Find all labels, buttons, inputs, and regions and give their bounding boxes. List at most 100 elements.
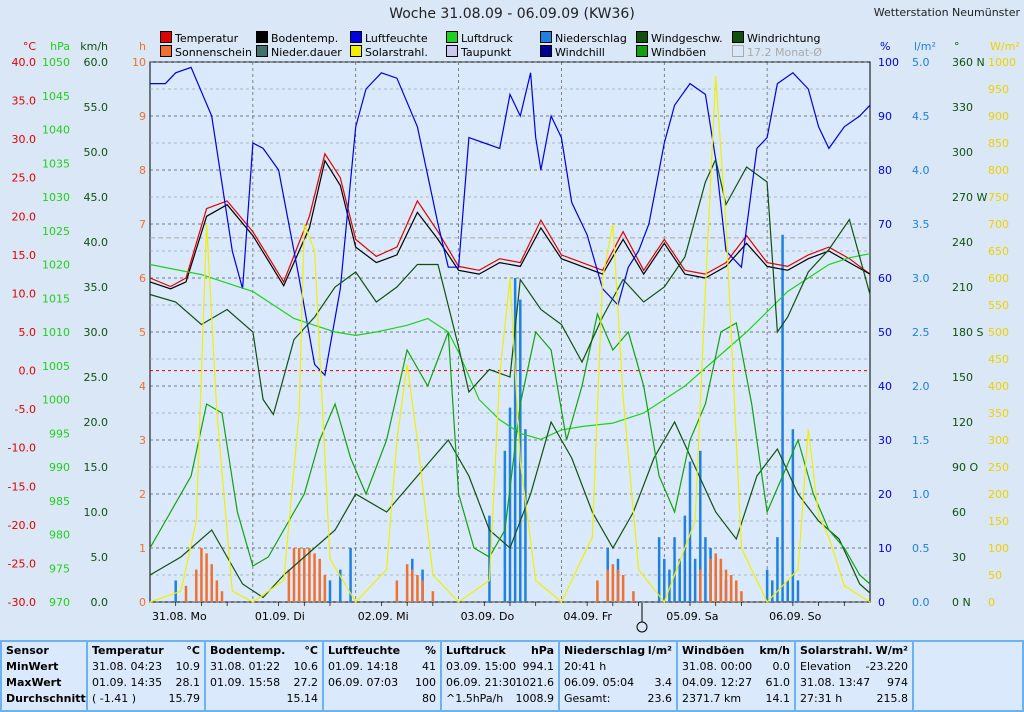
axis-tick-label: 0 [878,596,885,609]
bar-Niederschlag [673,537,676,602]
axis-tick-label: 950 [988,83,1009,96]
bar-Sonnenschein [287,569,291,602]
bar-Niederschlag [657,537,661,602]
axis-tick-label: 30.0 [12,133,37,146]
legend-item: Windböen [636,45,706,59]
bar-Sonnenschein [714,553,717,602]
axis-tick-label: -15.0 [8,480,36,493]
stats-cell-label: 31.08. 13:47 [800,676,871,689]
stats-cell-value: 80 [422,692,436,705]
axis-tick-label: 50 [878,326,892,339]
axis-tick-label: 0 [139,596,146,609]
axis-tick-label: 60.0 [84,56,109,69]
axis-tick-label: 0.5 [912,542,930,555]
axis-tick-label: 100 [988,542,1009,555]
legend-label: Windgeschw. [651,32,723,45]
axis-tick-label: 50.0 [84,146,109,159]
bar-Niederschlag [508,407,512,602]
legend-label: Windchill [555,46,605,59]
axis-tick-label: 300 [988,434,1009,447]
stats-row: 03.09. 15:00 994.1 [446,660,554,675]
bar-Sonnenschein [596,580,599,602]
axis-tick-label: 1010 [42,326,70,339]
stats-header: Windböen km/h [682,644,790,659]
stats-header: Luftdruck hPa [446,644,554,659]
axis-tick-label: 60 [952,506,966,519]
stats-column: Luftfeuchte% 01.09. 14:18 41 06.09. 07:03 10… [324,642,440,710]
bar-Sonnenschein [318,558,321,602]
stats-row [918,676,1018,691]
stats-row: 01.09. 14:18 41 [328,660,436,675]
stats-cell-label: 01.09. 14:18 [328,660,399,673]
stats-cell-label: 2371.7 km [682,692,742,705]
bar-Niederschlag [678,558,681,602]
axis-tick-label: 1000 [42,394,70,407]
axis-tick-label: 0.0 [91,596,109,609]
legend-label: Luftfeuchte [365,32,428,45]
bar-Niederschlag [688,461,692,602]
x-day-label: 05.09. Sa [666,610,718,623]
stats-cell-value: 28.1 [175,676,201,689]
axis-tick-label: 10 [132,56,146,69]
stats-cell-value: 14.1 [765,692,791,705]
series-line-Windgeschw. [149,420,871,599]
legend-item: Taupunkt [446,45,511,59]
axis-tick-label: 1025 [42,225,70,238]
legend-swatch [446,31,458,43]
axis-tick-label: 970 [49,596,70,609]
axis-tick-label: -25.0 [8,557,36,570]
stats-cell-label: 01.09. 14:35 [92,676,163,689]
stats-row: 06.09. 05:04 3.4 [564,676,672,691]
axis-tick-label: 300 [952,146,973,159]
axis-tick-label: 850 [988,137,1009,150]
axis-tick-label: 20.0 [12,210,37,223]
stats-cell-label: MaxWert [6,676,62,689]
stats-row [918,692,1018,707]
legend-label: Niederschlag [555,32,627,45]
legend-label: Sonnenschein [175,46,252,59]
stats-cell-value: W/m² [875,644,908,657]
stats-cell-label: 27:31 h [800,692,843,705]
bar-Niederschlag [513,278,517,602]
axis-tick-label: 500 [988,326,1009,339]
stats-cell-value: °C [304,644,318,657]
stats-cell-value: -23.220 [865,660,908,673]
axis-tick-label: 10.0 [84,506,109,519]
stats-row: 2371.7 km 14.1 [682,692,790,707]
legend-swatch [160,31,172,43]
axis-tick-label: 10.0 [12,287,37,300]
bar-Sonnenschein [205,553,208,602]
bar-Niederschlag [488,515,491,602]
clock-icon [636,621,648,633]
bar-Sonnenschein [611,564,615,602]
axis-tick-label: 50 [988,569,1002,582]
stats-column: Niederschlag l/m² 20:41 h 06.09. 05:04 3.4 Ge… [560,642,676,710]
bar-Sonnenschein [292,548,296,602]
axis-tick-label: 1.5 [912,434,930,447]
bar-Niederschlag [349,548,352,602]
stats-cell-label: 31.08. 04:23 [92,660,163,673]
bar-Niederschlag [524,429,527,602]
stats-cell-value: 23.6 [647,692,673,705]
axis-tick-label: 990 [49,461,70,474]
bar-Sonnenschein [416,575,419,602]
bar-Niederschlag [704,537,707,602]
station-name: Wetterstation Neumünster [873,6,1020,19]
axis-tick-label: 3.0 [912,272,930,285]
bar-Niederschlag [796,580,800,602]
axis-tick-label: 5.0 [19,326,37,339]
axis-tick-label: 3.5 [912,218,930,231]
legend-swatch [636,45,648,57]
legend-swatch [446,45,458,57]
bar-Sonnenschein [313,553,316,602]
bar-Sonnenschein [632,591,635,602]
stats-cell-label: 06.09. 21:30 [446,676,517,689]
bar-Sonnenschein [411,569,414,602]
axis-tick-label: 350 [988,407,1009,420]
stats-row: 20:41 h [564,660,672,675]
axis-tick-label: 1005 [42,360,70,373]
stats-cell-label: Solarstrahl. [800,644,873,657]
bar-Sonnenschein [740,591,743,602]
legend-swatch [350,31,362,43]
axis-tick-label: 975 [49,562,70,575]
